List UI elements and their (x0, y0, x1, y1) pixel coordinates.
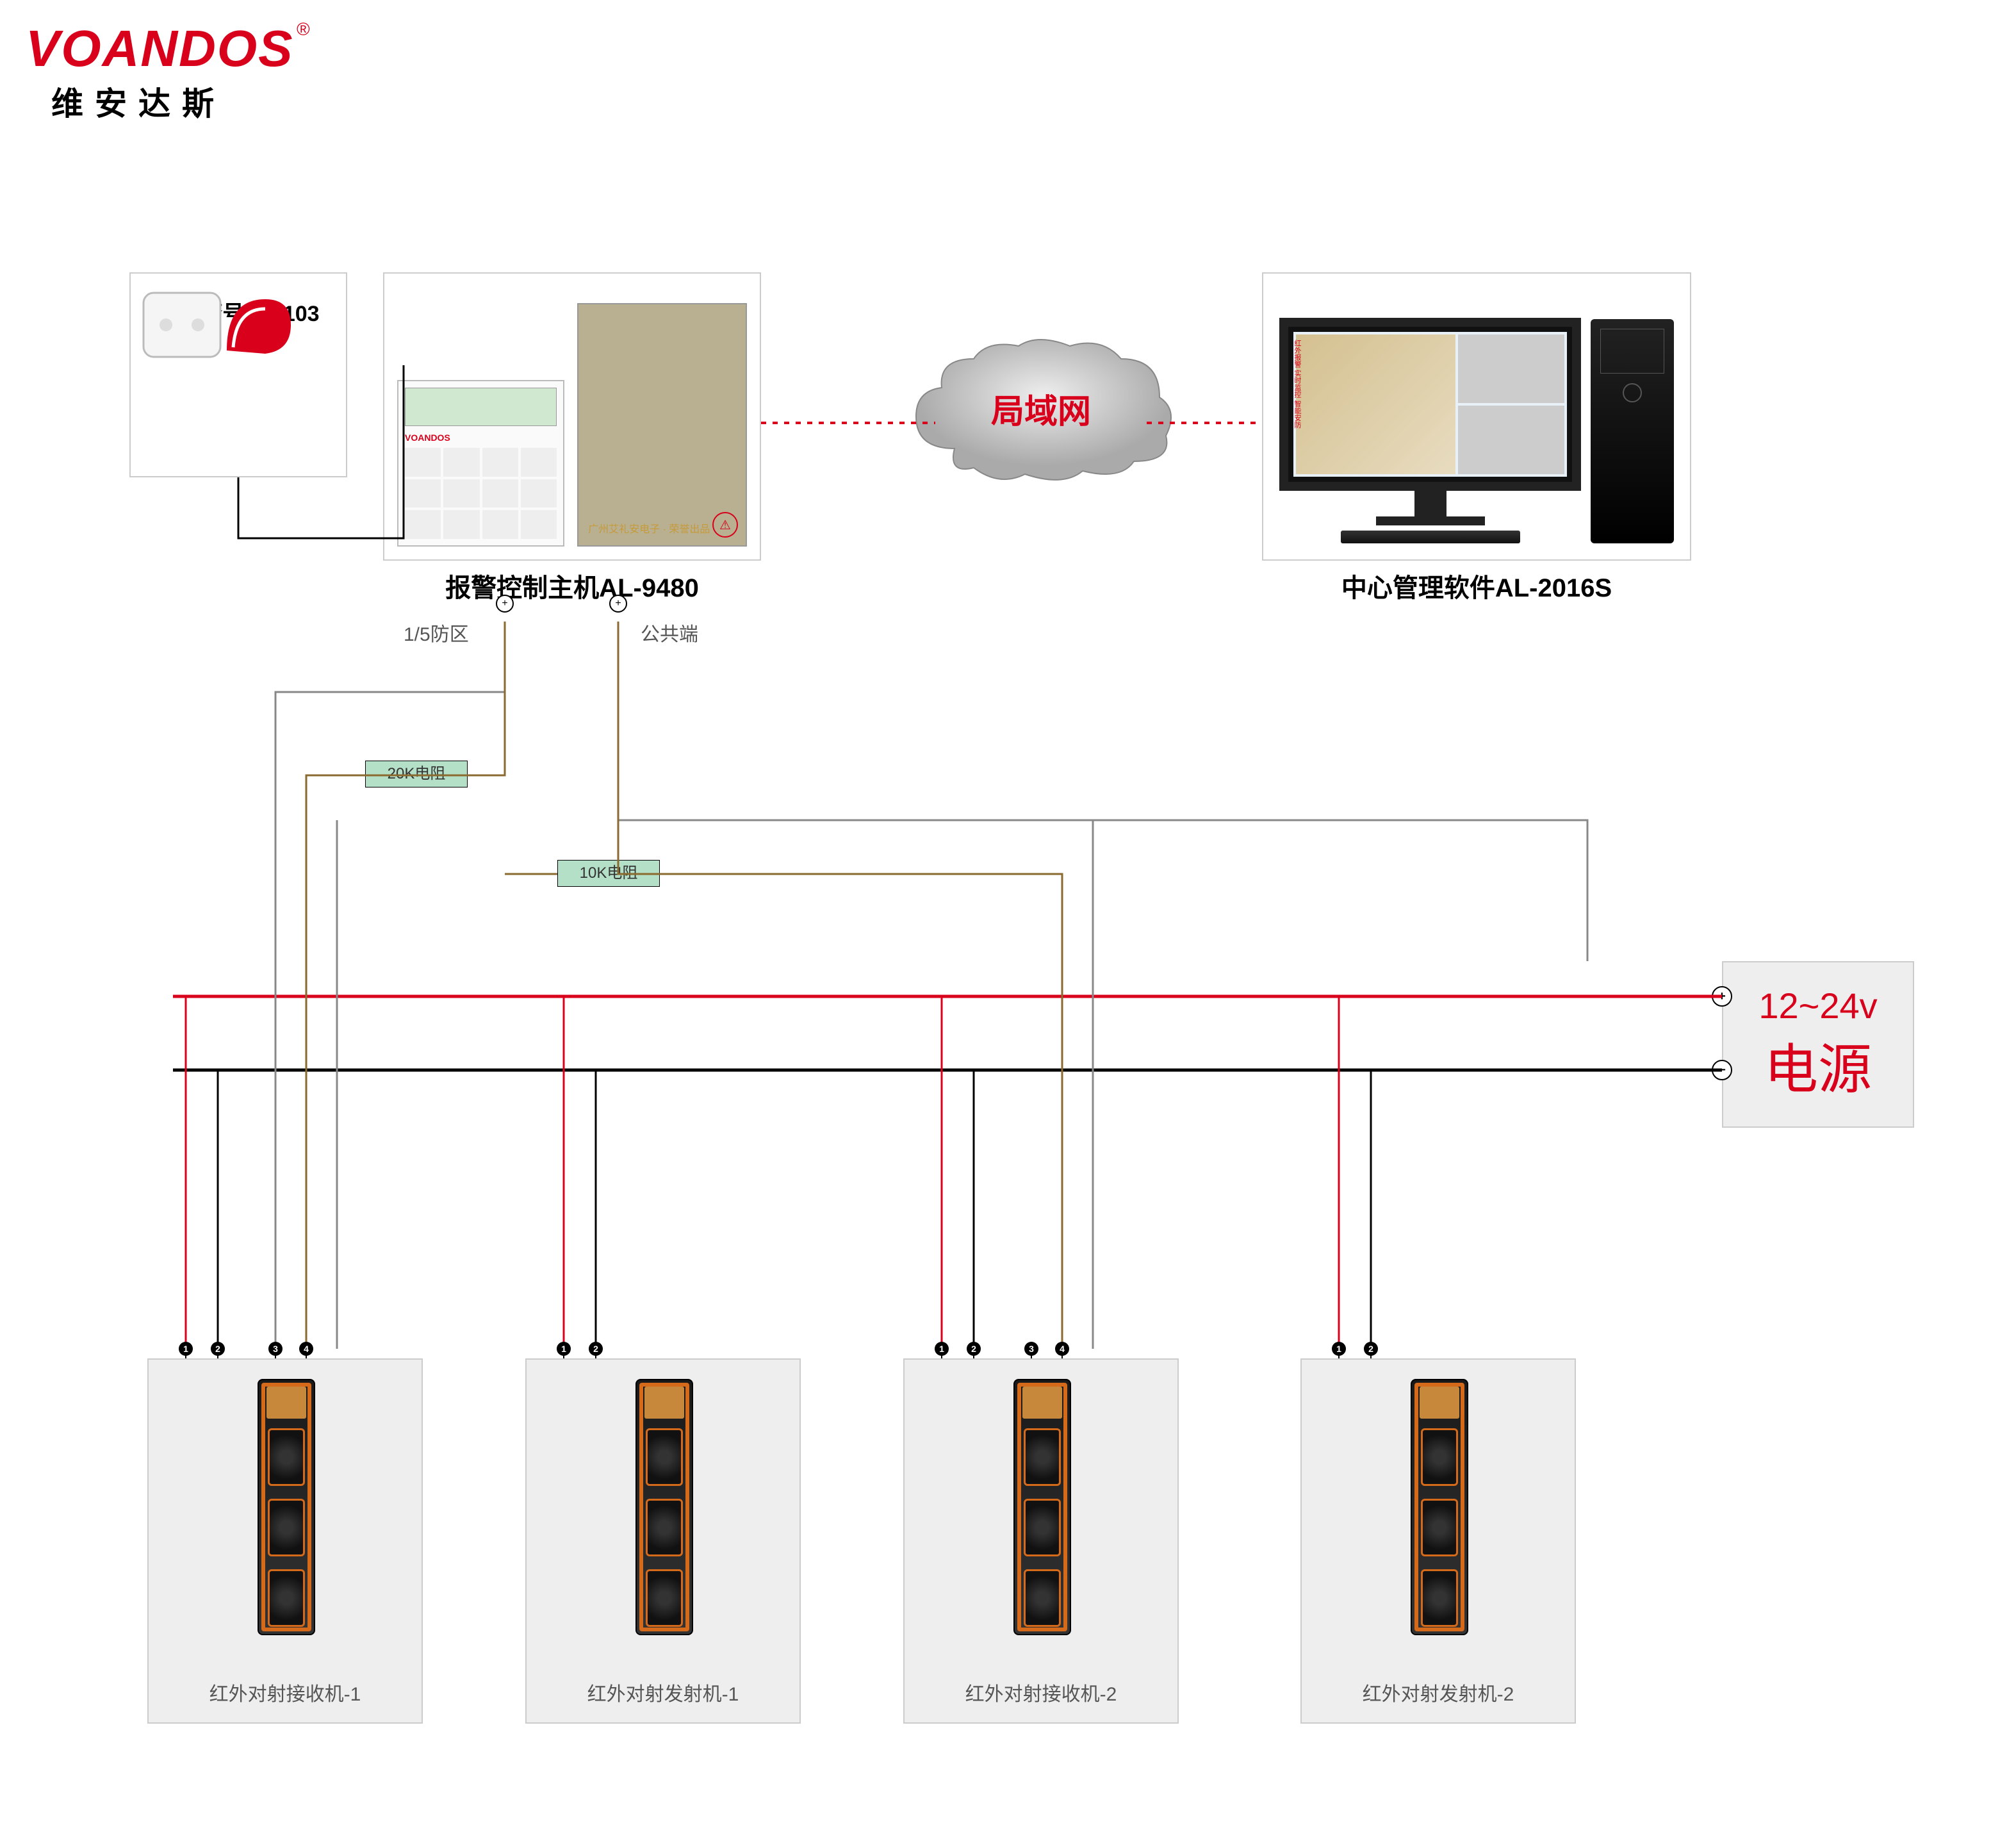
device-box: 红外对射接收机-2 (903, 1358, 1179, 1724)
terminal-dot: 4 (1055, 1342, 1069, 1356)
terminal-dot: 2 (589, 1342, 603, 1356)
ir-sensor-icon (1411, 1379, 1468, 1635)
terminal-dot: 1 (1332, 1342, 1346, 1356)
device-box: 红外对射发射机-2 (1300, 1358, 1576, 1724)
terminal-dot: 3 (268, 1342, 283, 1356)
terminal-dot: 1 (179, 1342, 193, 1356)
ir-sensor-icon (258, 1379, 315, 1635)
terminal-dot: 4 (299, 1342, 313, 1356)
device-box: 红外对射接收机-1 (147, 1358, 423, 1724)
device-label: 红外对射接收机-1 (149, 1678, 422, 1706)
ir-sensor-icon (635, 1379, 693, 1635)
terminal-dot: 1 (557, 1342, 571, 1356)
device-label: 红外对射发射机-1 (527, 1678, 799, 1706)
terminal-dot: 1 (935, 1342, 949, 1356)
terminal-dot: 2 (211, 1342, 225, 1356)
ir-sensor-icon (1013, 1379, 1071, 1635)
terminal-dot: 2 (967, 1342, 981, 1356)
terminal-dot: 2 (1364, 1342, 1378, 1356)
terminal-dot: 3 (1024, 1342, 1038, 1356)
device-label: 红外对射发射机-2 (1302, 1678, 1575, 1706)
device-box: 红外对射发射机-1 (525, 1358, 801, 1724)
device-label: 红外对射接收机-2 (905, 1678, 1177, 1706)
